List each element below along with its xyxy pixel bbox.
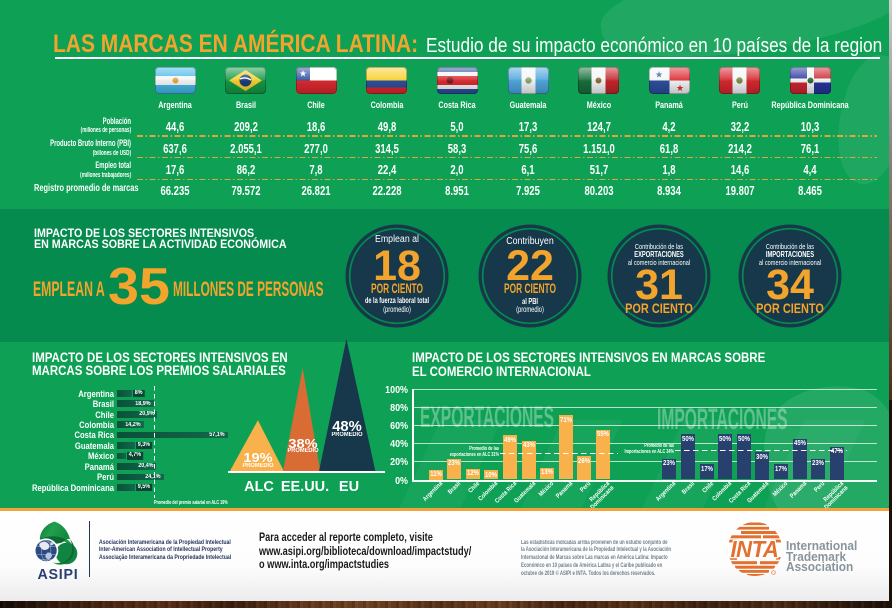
svg-text:INTA: INTA: [731, 537, 779, 562]
